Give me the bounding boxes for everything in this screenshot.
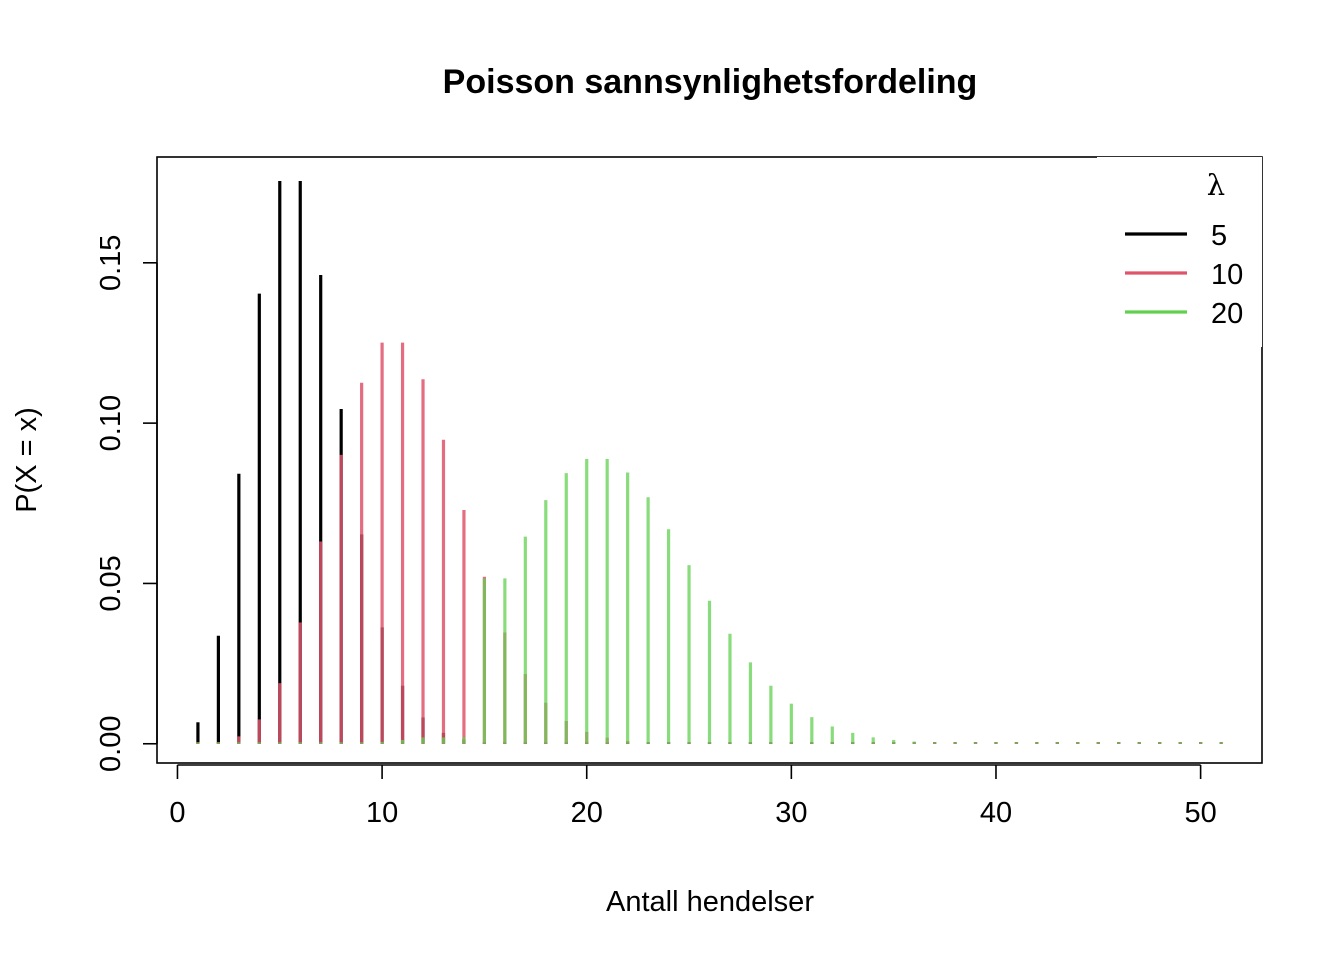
series-10: [196, 342, 1223, 744]
legend-box: [1097, 157, 1262, 347]
x-tick-label: 50: [1184, 797, 1216, 829]
x-tick-label: 0: [169, 797, 185, 829]
legend-label-5: 5: [1211, 220, 1227, 252]
axes-layer: 0 10 20 30 40 50 0.00 0.05 0.10 0.15: [95, 156, 1263, 829]
x-tick-label: 10: [366, 797, 398, 829]
legend-title: λ: [1207, 168, 1225, 202]
legend-label-20: 20: [1211, 298, 1243, 330]
chart-title: Poisson sannsynlighetsfordeling: [443, 63, 978, 101]
y-tick-label: 0.05: [95, 555, 127, 611]
y-tick-label: 0.15: [95, 235, 127, 291]
bars-layer: [196, 181, 1223, 744]
x-axis-label: Antall hendelser: [606, 886, 814, 918]
x-tick-label: 30: [775, 797, 807, 829]
legend-label-10: 10: [1211, 259, 1243, 291]
y-axis-label: P(X = x): [11, 407, 43, 513]
x-tick-label: 40: [980, 797, 1012, 829]
x-tick-label: 20: [571, 797, 603, 829]
legend: λ 5 10 20: [1097, 157, 1262, 347]
series-20: [196, 459, 1223, 744]
y-tick-label: 0.00: [95, 716, 127, 772]
y-tick-label: 0.10: [95, 395, 127, 451]
